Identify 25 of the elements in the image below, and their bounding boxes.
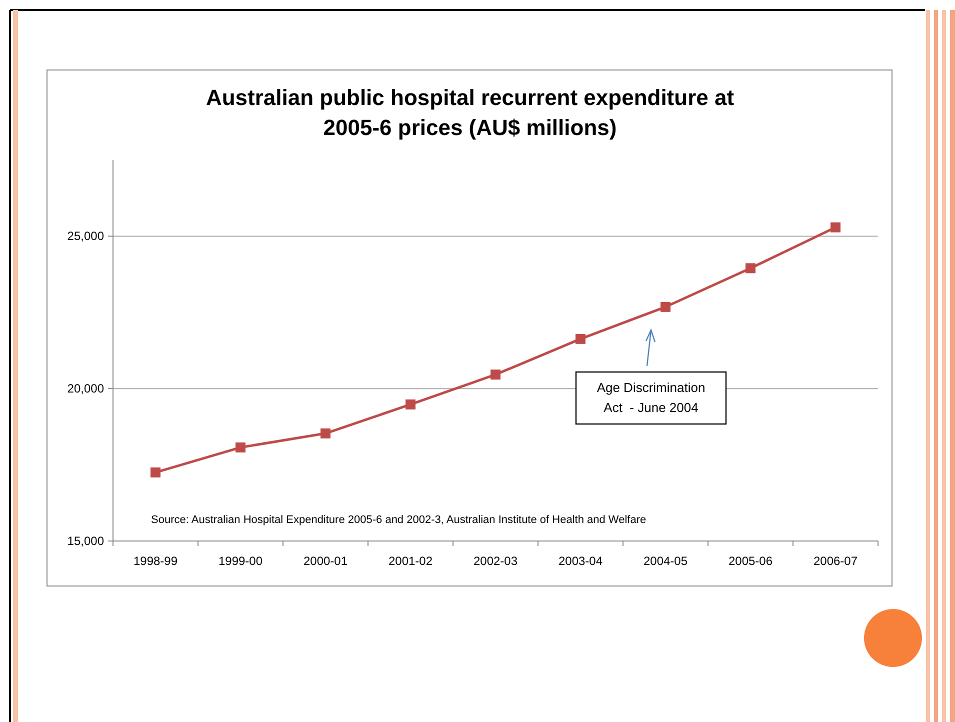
callout: Age Discrimination Act - June 2004: [575, 328, 727, 425]
x-tick-label: 2004-05: [643, 554, 688, 568]
point: [576, 334, 586, 344]
point: [150, 467, 160, 478]
point: [236, 442, 246, 452]
y-tick-label: 25,000: [67, 229, 104, 244]
y-tick-label: 20,000: [67, 382, 104, 396]
point: [746, 263, 756, 274]
point: [490, 370, 500, 380]
annotation: Source: Australian Hospital Expenditure 2005-6 and 2002-3, Australian Institute of Health and Welfare: [151, 514, 646, 526]
x-tick-label: 2005-06: [728, 554, 773, 568]
point: [660, 302, 670, 312]
point: [320, 428, 330, 438]
x-tick-label: 2006-07: [813, 554, 858, 568]
x-tick-label: 2000-01: [303, 554, 348, 568]
point: [830, 222, 840, 232]
x-tick-label: 2001-02: [388, 554, 433, 568]
annotation: Age Discrimination Act - June 2004: [596, 380, 706, 415]
x-tick-label: 2003-04: [558, 554, 603, 568]
y-tick-label: 15,000: [67, 534, 104, 548]
x-tick-label: 2002-03: [473, 554, 518, 568]
x-tick-label: 1999-00: [218, 554, 263, 568]
chart-title: Australian public hospital recurrent expenditure at 2005-6 prices (AU$ millions): [206, 85, 735, 140]
x-tick-label: 1998-99: [133, 554, 178, 568]
point: [406, 399, 416, 410]
